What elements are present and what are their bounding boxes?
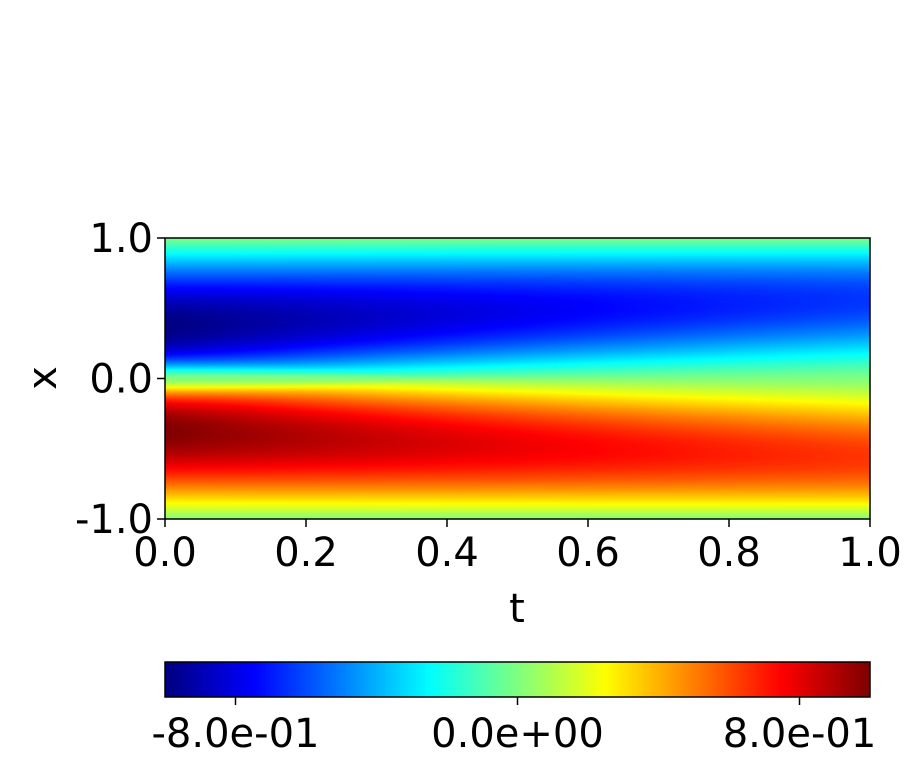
colorbar-canvas — [165, 662, 870, 697]
x-tick-label: 0.4 — [415, 530, 479, 576]
y-axis: 1.0 0.0 -1.0 — [75, 216, 165, 543]
colorbar-tick-label: -8.0e-01 — [152, 711, 320, 757]
x-tick-label: 0.6 — [556, 530, 620, 576]
heatmap-plot — [164, 237, 871, 520]
y-tick-label: 1.0 — [89, 216, 153, 262]
x-tick-label: 1.0 — [838, 530, 902, 576]
x-tick-label: 0.0 — [133, 530, 197, 576]
x-axis: 0.0 0.2 0.4 0.6 0.8 1.0 — [133, 519, 902, 576]
y-axis-label: x — [20, 366, 66, 390]
colorbar-tick-label: 8.0e-01 — [723, 711, 877, 757]
colorbar-tick-label: 0.0e+00 — [431, 711, 604, 757]
y-tick-label: -1.0 — [75, 497, 153, 543]
y-tick-label: 0.0 — [89, 357, 153, 403]
x-tick-label: 0.2 — [274, 530, 338, 576]
x-tick-label: 0.8 — [697, 530, 761, 576]
colorbar-ticks: -8.0e-01 0.0e+00 8.0e-01 — [152, 697, 877, 757]
heatmap-canvas — [165, 238, 870, 519]
x-axis-label: t — [509, 586, 525, 632]
colorbar: -8.0e-01 0.0e+00 8.0e-01 — [152, 661, 877, 757]
